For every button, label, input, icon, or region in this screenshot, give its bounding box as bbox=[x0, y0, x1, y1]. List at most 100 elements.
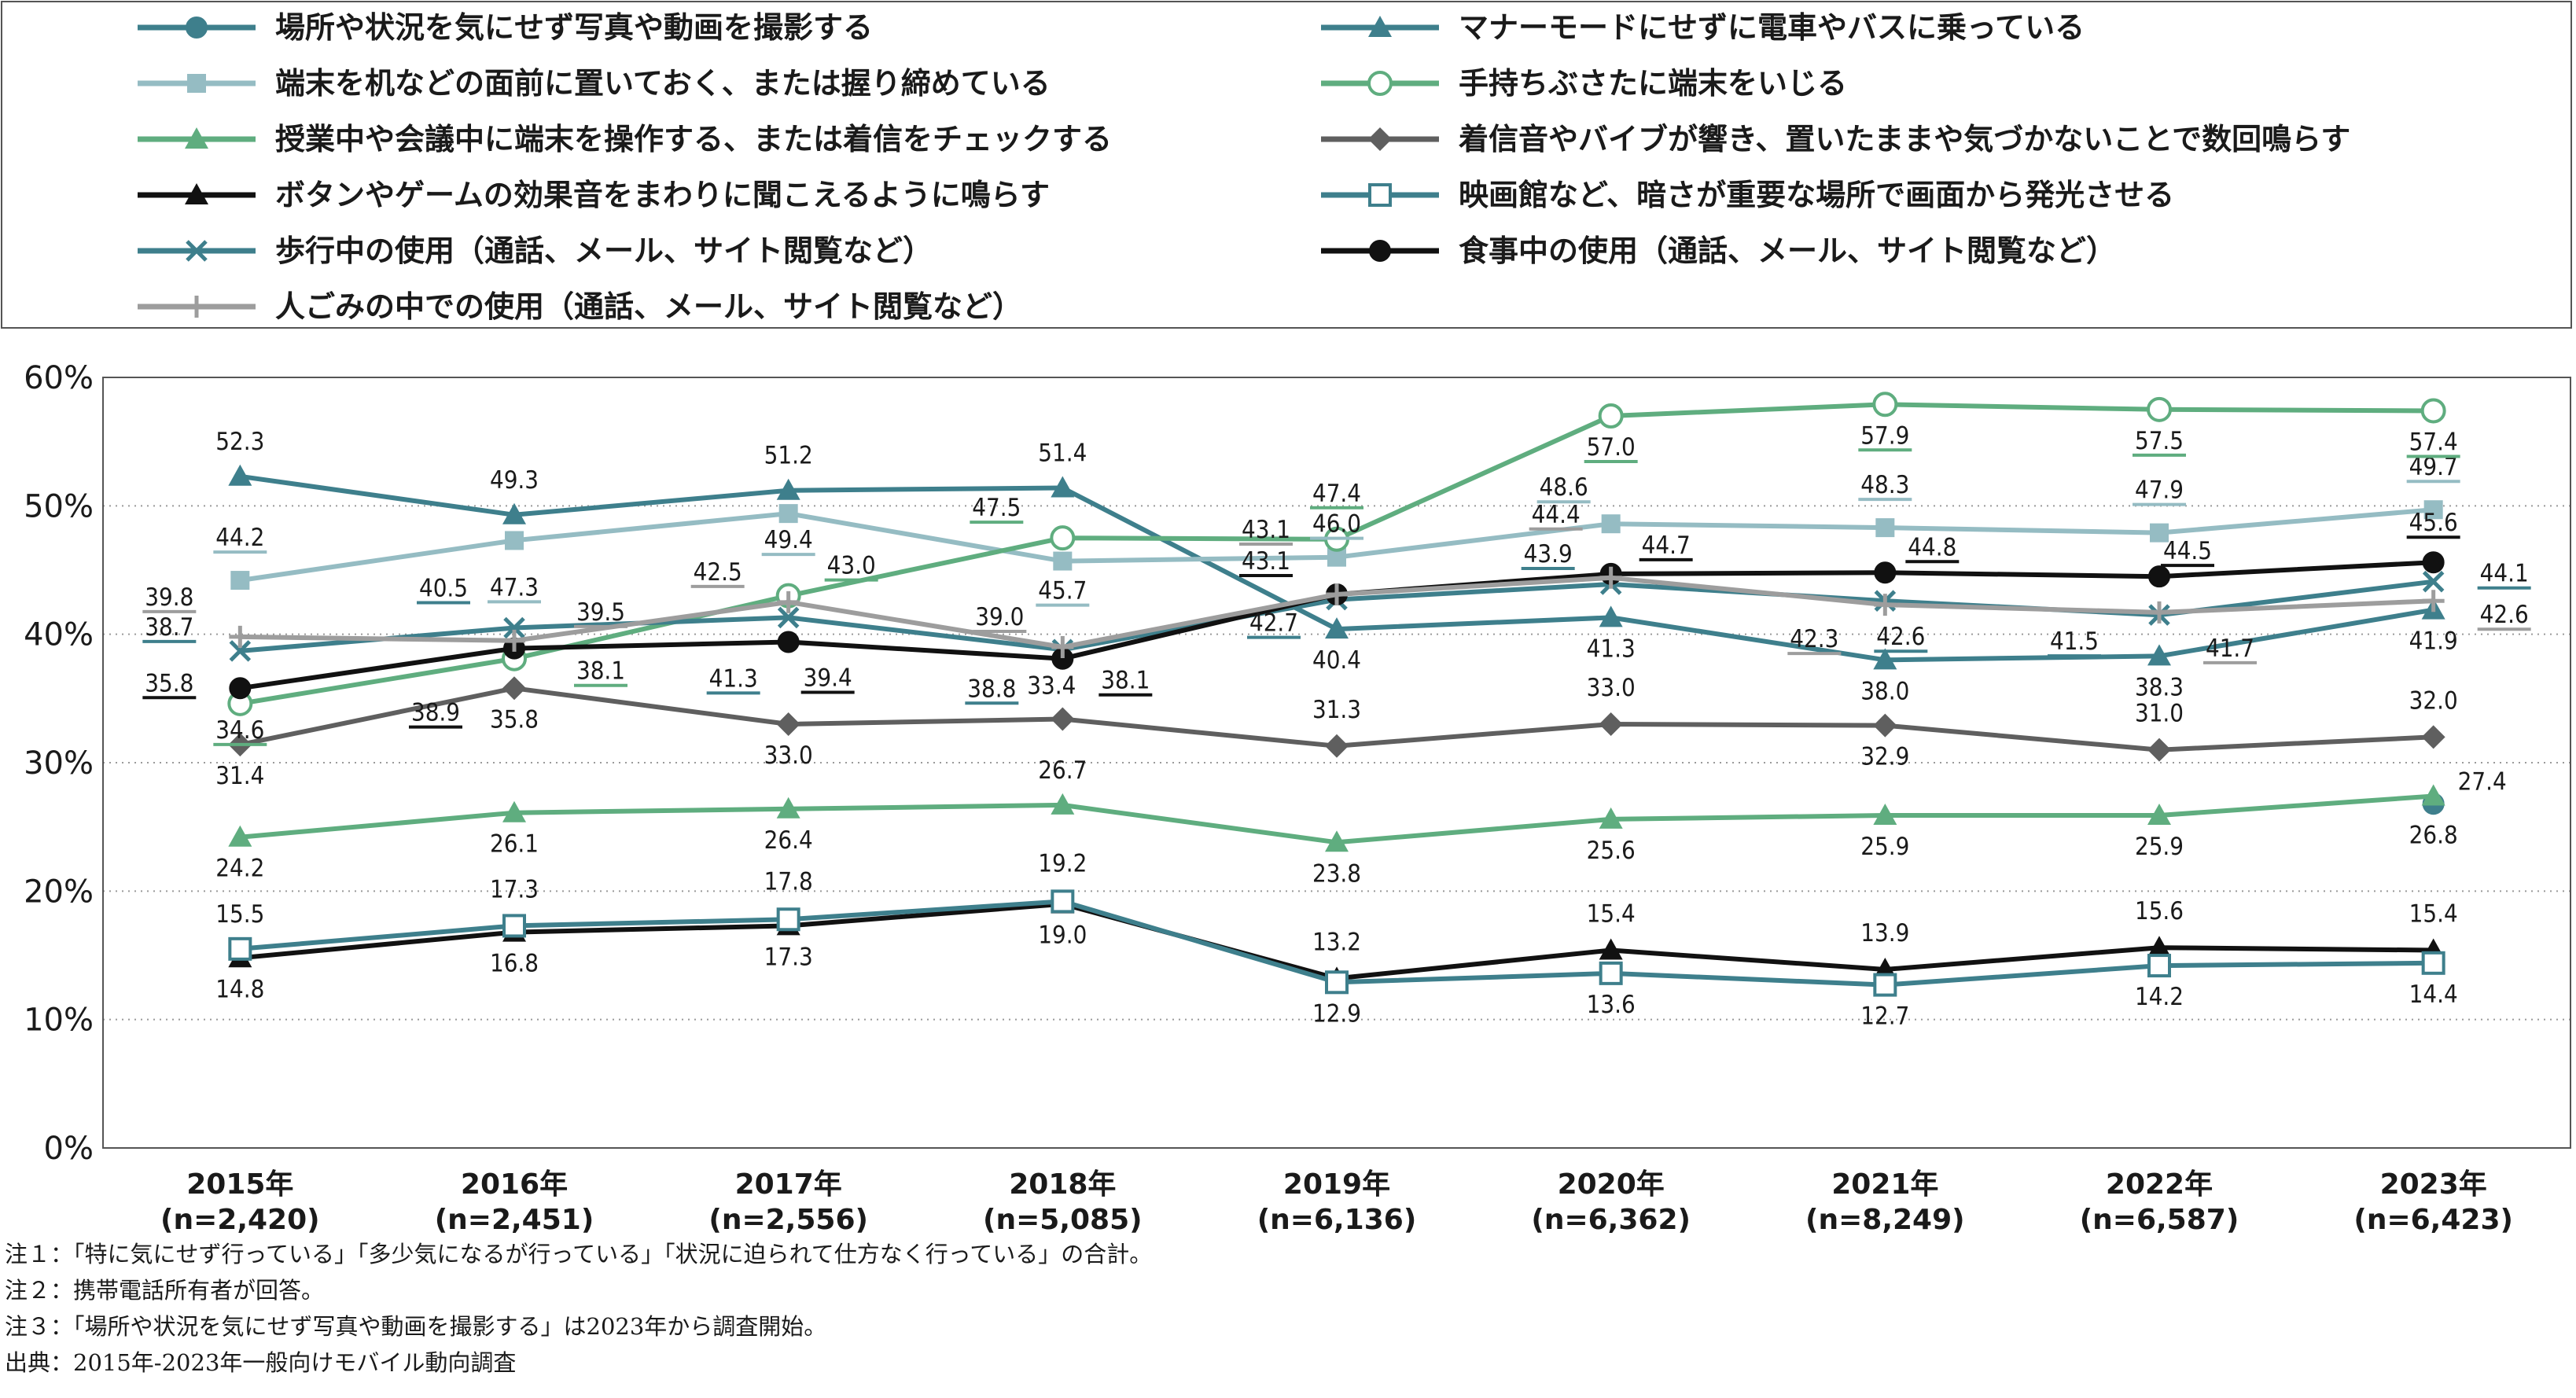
series bbox=[229, 566, 2445, 658]
data-label: 43.1 bbox=[1242, 547, 1290, 576]
legend: 場所や状況を気にせず写真や動画を撮影する マナーモードにせずに電車やバスに乗ってい… bbox=[138, 10, 2350, 324]
legend-item: 手持ちぶさたに端末をいじる bbox=[1321, 66, 1847, 101]
data-label: 44.4 bbox=[1532, 501, 1581, 529]
data-point bbox=[228, 936, 252, 961]
data-label: 13.9 bbox=[1860, 919, 1909, 947]
data-label: 49.3 bbox=[490, 466, 539, 495]
data-label: 19.0 bbox=[1038, 922, 1087, 950]
data-point bbox=[1051, 889, 1075, 914]
x-tick-n: (n=6,587) bbox=[2080, 1204, 2239, 1236]
data-point bbox=[1874, 561, 1897, 584]
data-point bbox=[1325, 970, 1349, 995]
legend-marker bbox=[1368, 183, 1392, 207]
data-point bbox=[1599, 605, 1623, 627]
data-point bbox=[776, 712, 800, 736]
legend-item: 映画館など、暗さが重要な場所で画面から発光させる bbox=[1321, 178, 2174, 212]
data-point bbox=[1598, 403, 1624, 429]
data-point bbox=[776, 907, 800, 932]
data-point bbox=[503, 629, 525, 652]
data-label: 13.6 bbox=[1587, 991, 1636, 1019]
data-point bbox=[2423, 500, 2443, 520]
data-label: 48.6 bbox=[1540, 473, 1588, 502]
data-label: 25.9 bbox=[2135, 833, 2184, 861]
data-label: 33.4 bbox=[1027, 671, 1076, 700]
data-label: 39.0 bbox=[975, 603, 1024, 631]
legend-item: 場所や状況を気にせず写真や動画を撮影する bbox=[138, 10, 873, 45]
series bbox=[228, 784, 2445, 852]
legend-marker bbox=[187, 74, 206, 93]
data-label: 12.7 bbox=[1860, 1003, 1909, 1031]
data-label: 41.5 bbox=[2050, 627, 2099, 656]
note-2: 注２：携帯電話所有者が回答。 bbox=[5, 1277, 325, 1304]
x-tick-year: 2020年 bbox=[1558, 1168, 1665, 1201]
x-tick-year: 2023年 bbox=[2380, 1168, 2487, 1201]
data-label: 17.8 bbox=[764, 867, 813, 896]
data-point bbox=[1601, 514, 1621, 534]
legend-item: 歩行中の使用（通話、メール、サイト閲覧など） bbox=[138, 234, 933, 268]
data-point bbox=[2422, 590, 2445, 613]
data-point bbox=[502, 676, 526, 701]
data-point bbox=[2422, 551, 2445, 574]
data-label: 41.3 bbox=[709, 664, 758, 693]
data-label: 45.7 bbox=[1038, 577, 1087, 605]
legend-item: マナーモードにせずに電車やバスに乗っている bbox=[1321, 10, 2085, 45]
data-label: 19.2 bbox=[1038, 849, 1087, 877]
data-point bbox=[1599, 566, 1622, 589]
data-label: 38.3 bbox=[2135, 673, 2184, 701]
data-label: 15.4 bbox=[1587, 900, 1636, 928]
source-note: 出典：2015年-2023年一般向けモバイル動向調査 bbox=[5, 1349, 517, 1376]
data-label: 32.0 bbox=[2409, 686, 2458, 715]
x-tick-n: (n=8,249) bbox=[1805, 1204, 1965, 1236]
data-point bbox=[1326, 583, 1348, 606]
data-label: 51.4 bbox=[1038, 439, 1087, 467]
data-point bbox=[1875, 518, 1895, 538]
data-point bbox=[1874, 594, 1897, 616]
data-point bbox=[2147, 644, 2171, 666]
data-label: 16.8 bbox=[490, 950, 539, 978]
data-point bbox=[228, 464, 252, 486]
data-label: 47.4 bbox=[1312, 480, 1361, 508]
legend-marker bbox=[1369, 240, 1391, 262]
data-label: 48.3 bbox=[1860, 471, 1909, 499]
x-tick-year: 2015年 bbox=[186, 1168, 293, 1201]
legend-marker bbox=[186, 240, 208, 262]
data-point bbox=[505, 531, 524, 550]
data-label: 26.1 bbox=[490, 830, 539, 859]
data-label: 39.5 bbox=[576, 598, 625, 627]
data-point bbox=[2147, 954, 2171, 978]
legend-marker bbox=[1368, 127, 1392, 151]
legend-label: マナーモードにせずに電車やバスに乗っている bbox=[1459, 10, 2085, 45]
data-label: 17.3 bbox=[764, 943, 813, 971]
data-label: 33.0 bbox=[1587, 674, 1636, 702]
data-point bbox=[2421, 784, 2445, 806]
y-tick-label: 0% bbox=[44, 1131, 94, 1167]
data-label: 38.1 bbox=[576, 657, 625, 686]
data-point bbox=[1873, 973, 1897, 997]
data-point bbox=[2421, 951, 2445, 975]
data-point bbox=[776, 796, 800, 819]
data-label: 35.8 bbox=[490, 705, 539, 734]
data-label: 27.4 bbox=[2458, 767, 2507, 796]
legend-marker bbox=[186, 296, 208, 318]
data-label: 47.3 bbox=[490, 573, 539, 602]
data-label: 38.7 bbox=[145, 613, 193, 642]
data-label: 25.6 bbox=[1587, 837, 1636, 865]
data-point bbox=[2150, 523, 2169, 543]
data-point bbox=[1873, 713, 1897, 738]
x-tick-n: (n=6,362) bbox=[1531, 1204, 1691, 1236]
data-label: 17.3 bbox=[490, 875, 539, 903]
data-point bbox=[503, 616, 525, 639]
plot-area-frame bbox=[102, 377, 2571, 1149]
data-label: 57.9 bbox=[1860, 421, 1909, 450]
legend-item: 授業中や会議中に端末を操作する、または着信をチェックする bbox=[138, 122, 1112, 156]
data-point bbox=[1051, 636, 1074, 658]
data-label: 46.0 bbox=[1312, 510, 1361, 539]
data-point bbox=[230, 571, 250, 590]
y-tick-label: 60% bbox=[24, 360, 94, 396]
data-label: 57.0 bbox=[1587, 433, 1636, 462]
y-tick-label: 50% bbox=[24, 488, 94, 524]
x-tick-year: 2019年 bbox=[1283, 1168, 1390, 1201]
x-axis: 2015年(n=2,420) 2016年(n=2,451) 2017年(n=2,55… bbox=[160, 1168, 2513, 1236]
data-point bbox=[502, 800, 526, 822]
